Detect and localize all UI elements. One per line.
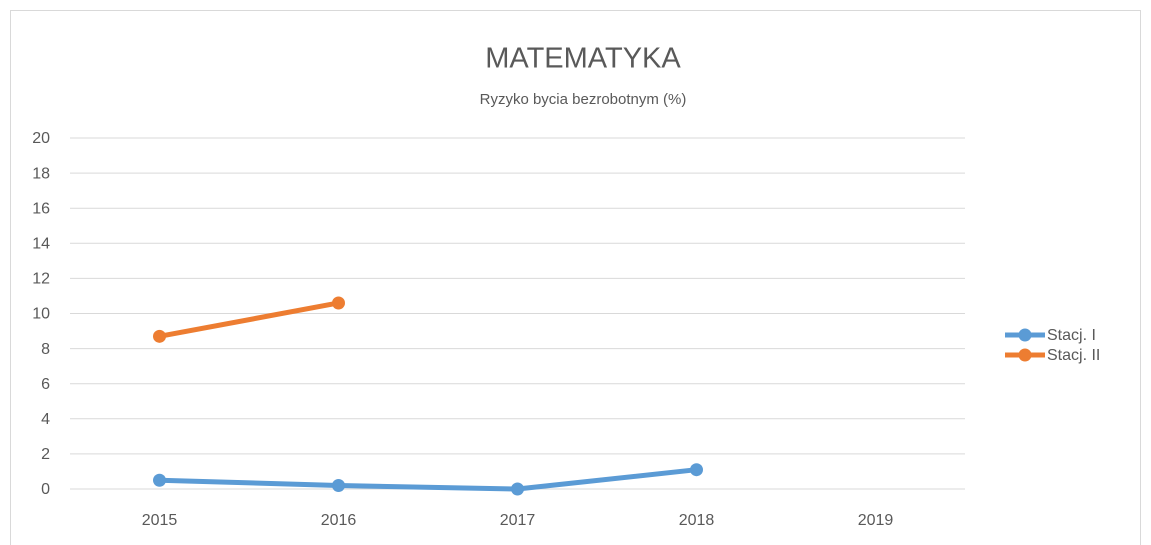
y-tick-label: 14 [32,236,50,253]
x-tick-label: 2016 [321,512,357,529]
y-tick-label: 12 [32,271,50,288]
data-point [690,463,703,477]
legend-label: Stacj. I [1047,327,1096,344]
y-tick-label: 16 [32,200,50,217]
y-tick-label: 6 [41,376,50,393]
y-tick-label: 8 [41,341,50,358]
data-point [332,296,345,310]
chart-border [10,10,1141,545]
data-point [332,478,345,492]
data-point [153,473,166,487]
chart-subtitle: Ryzyko bycia bezrobotnym (%) [480,91,687,108]
x-tick-label: 2017 [500,512,536,529]
x-tick-label: 2015 [142,512,178,529]
series-line [157,300,341,339]
data-point [511,482,524,496]
legend-label: Stacj. II [1047,347,1100,364]
y-tick-label: 4 [41,411,50,428]
y-tick-label: 20 [32,130,50,147]
legend-marker [1018,328,1032,342]
data-point [153,329,166,343]
legend-marker [1018,348,1032,362]
y-tick-label: 10 [32,306,50,323]
x-tick-label: 2018 [679,512,715,529]
y-tick-label: 2 [41,446,50,463]
x-tick-label: 2019 [858,512,894,529]
y-tick-label: 18 [32,165,50,182]
y-tick-label: 0 [41,481,50,498]
series-line [157,467,699,492]
chart-title: MATEMATYKA [485,43,681,75]
